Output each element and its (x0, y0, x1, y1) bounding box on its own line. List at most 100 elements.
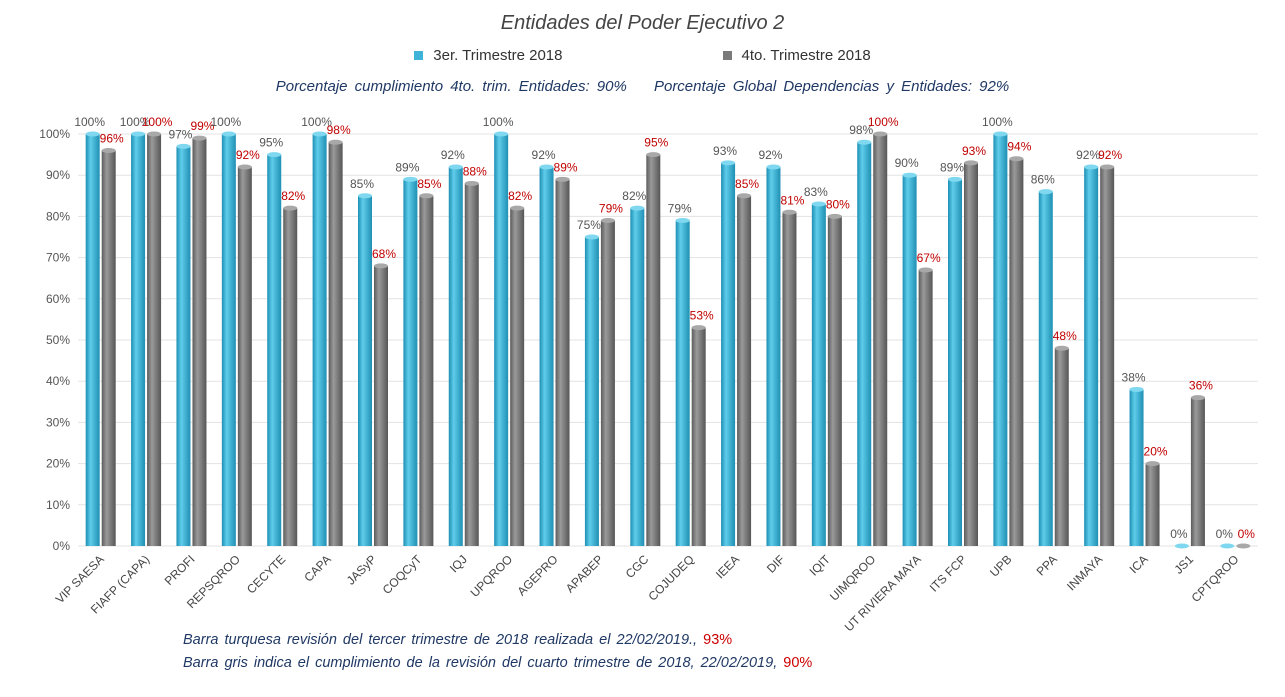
data-label-series-1: 100% (982, 115, 1013, 129)
data-label-series-2: 94% (1007, 140, 1031, 154)
x-category-label: ITS FCP (927, 552, 969, 594)
note-turquoise-text: Barra turquesa revisión del tercer trime… (183, 632, 698, 648)
x-category-label: CGC (623, 552, 652, 581)
data-label-series-1: 90% (895, 156, 919, 170)
bar-series-2 (101, 150, 116, 547)
chart-subtitle: Porcentaje cumplimiento 4to. trim. Entid… (0, 78, 1285, 95)
bar-cap-series-2 (873, 131, 888, 137)
bar-cap-series-1 (176, 143, 191, 149)
data-label-series-1: 0% (1216, 527, 1234, 541)
y-tick-label: 10% (46, 498, 70, 512)
bar-series-2 (283, 208, 298, 546)
data-label-series-2: 80% (826, 197, 850, 211)
bar-cap-series-1 (494, 131, 509, 137)
x-category-label: DIF (764, 552, 788, 576)
bar-cap-series-2 (101, 147, 116, 153)
bar-cap-series-1 (1129, 386, 1144, 392)
data-label-series-1: 92% (441, 148, 465, 162)
bar-series-2 (691, 327, 706, 546)
legend-swatch-turquoise (414, 51, 424, 60)
data-label-series-1: 75% (577, 218, 601, 232)
bar-cap-series-1 (267, 152, 282, 158)
bar-cap-series-2 (510, 205, 525, 211)
bar-series-1 (267, 154, 282, 546)
bar-series-1 (358, 195, 372, 547)
bar-cap-series-1 (675, 218, 690, 224)
bar-cap-series-2 (1100, 164, 1115, 170)
bar-cap-series-2 (419, 193, 434, 199)
data-label-series-2: 100% (142, 115, 173, 129)
data-label-series-2: 20% (1144, 445, 1168, 459)
data-label-series-2: 81% (780, 193, 804, 207)
data-label-series-2: 85% (735, 177, 759, 191)
y-tick-label: 60% (46, 292, 70, 306)
bar-cap-series-1 (221, 131, 236, 137)
bar-series-1 (221, 134, 236, 546)
bar-series-1 (448, 166, 463, 546)
data-label-series-2: 79% (599, 202, 623, 216)
x-category-label: JS1 (1172, 552, 1197, 577)
bar-series-2 (464, 183, 479, 546)
bar-cap-series-2 (1009, 156, 1024, 162)
x-category-label: UT RIVIERA MAYA (842, 552, 924, 634)
bar-series-1 (494, 134, 509, 546)
data-label-series-1: 97% (168, 127, 192, 141)
bar-cap-series-1 (766, 164, 781, 170)
x-category-label: ICA (1127, 552, 1151, 576)
x-category-label: PROFI (162, 552, 198, 588)
note-gray-bar: Barra gris indica el cumplimiento de la … (183, 655, 812, 671)
bar-cap-series-1 (1220, 543, 1235, 549)
y-tick-label: 0% (53, 539, 71, 553)
data-label-series-1: 89% (395, 160, 419, 174)
data-label-series-2: 53% (690, 309, 714, 323)
y-tick-label: 80% (46, 209, 70, 223)
x-category-label: INMAYA (1064, 552, 1105, 593)
bar-series-1 (630, 208, 645, 546)
bar-cap-series-2 (283, 205, 298, 211)
x-category-label: AGEPRO (514, 552, 560, 598)
y-tick-label: 70% (46, 251, 70, 265)
bar-series-1 (675, 220, 690, 546)
x-category-label: UPB (987, 552, 1014, 579)
bar-series-2 (510, 208, 525, 546)
data-label-series-1: 92% (758, 148, 782, 162)
bar-series-1 (948, 179, 962, 546)
bar-series-2 (827, 216, 842, 546)
data-label-series-1: 100% (74, 115, 105, 129)
x-category-label: PPA (1034, 552, 1060, 578)
legend-label-series-2: 4to. Trimestre 2018 (741, 47, 871, 64)
bar-cap-series-1 (539, 164, 554, 170)
data-label-series-2: 100% (868, 115, 899, 129)
bar-cap-series-2 (964, 160, 978, 166)
data-label-series-2: 92% (236, 148, 260, 162)
bar-cap-series-1 (131, 131, 146, 137)
bar-series-2 (1100, 166, 1115, 546)
legend-label-series-1: 3er. Trimestre 2018 (433, 47, 563, 64)
subtitle-global-percentage: Porcentaje Global Dependencias y Entidad… (653, 78, 1010, 95)
x-category-label: CAPA (301, 552, 333, 584)
bar-series-1 (312, 134, 327, 546)
bar-cap-series-2 (691, 325, 706, 331)
bar-series-2 (237, 166, 252, 546)
bar-series-2 (600, 220, 615, 546)
x-category-label: IQJ (447, 552, 470, 575)
bar-series-2 (646, 154, 661, 546)
legend-item-series-2: 4to. Trimestre 2018 (722, 47, 871, 64)
bar-cap-series-2 (328, 139, 343, 145)
data-label-series-1: 100% (483, 115, 514, 129)
bar-series-2 (964, 162, 978, 546)
bar-series-1 (403, 179, 418, 546)
bar-cap-series-1 (721, 160, 736, 166)
bar-cap-series-2 (237, 164, 252, 170)
bar-cap-series-2 (1190, 395, 1205, 401)
bar-series-1 (85, 134, 100, 546)
bar-cap-series-1 (403, 176, 418, 182)
data-label-series-2: 68% (372, 247, 396, 261)
bar-series-1 (1129, 389, 1144, 546)
bar-cap-series-1 (584, 234, 599, 240)
bar-series-1 (131, 134, 146, 546)
bar-series-2 (1190, 397, 1205, 546)
x-category-label: IQIT (807, 552, 834, 579)
bar-series-2 (419, 195, 434, 547)
